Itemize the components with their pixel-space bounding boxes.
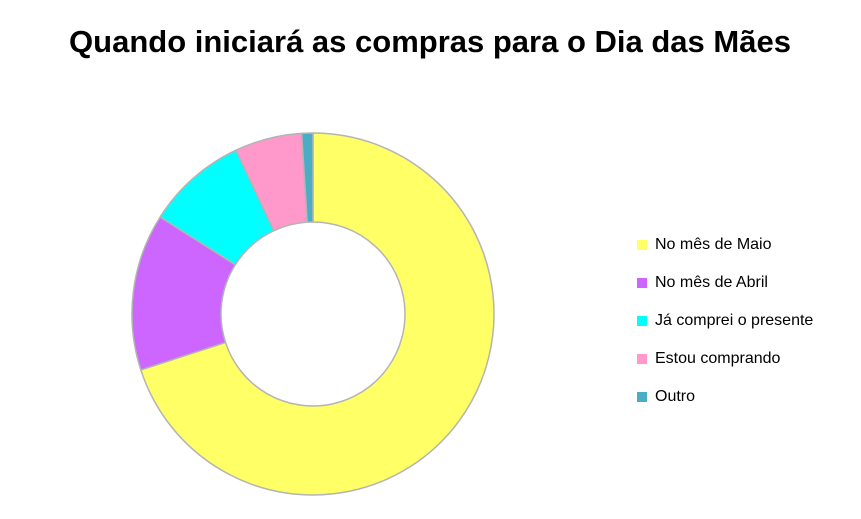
legend-swatch: [637, 278, 647, 288]
legend-item: Estou comprando: [637, 340, 857, 378]
donut-slices: [131, 132, 495, 496]
legend-swatch: [637, 354, 647, 364]
legend-label: No mês de Abril: [655, 274, 768, 291]
legend-label: No mês de Maio: [655, 236, 772, 253]
legend-swatch: [637, 392, 647, 402]
donut-slice-1: [140, 132, 495, 496]
legend-item: No mês de Maio: [637, 226, 857, 264]
chart-title: Quando iniciará as compras para o Dia da…: [69, 24, 791, 59]
legend-swatch: [637, 316, 647, 326]
donut-slice-5: [300, 132, 314, 223]
legend-item: Outro: [637, 378, 857, 416]
legend-label: Estou comprando: [655, 350, 781, 367]
legend-item: Já comprei o presente: [637, 302, 857, 340]
legend-label: Já comprei o presente: [655, 312, 814, 329]
chart-legend: No mês de Maio No mês de Abril Já comprei …: [637, 226, 857, 416]
legend-swatch: [637, 240, 647, 250]
legend-item: No mês de Abril: [637, 264, 857, 302]
legend-label: Outro: [655, 388, 696, 405]
